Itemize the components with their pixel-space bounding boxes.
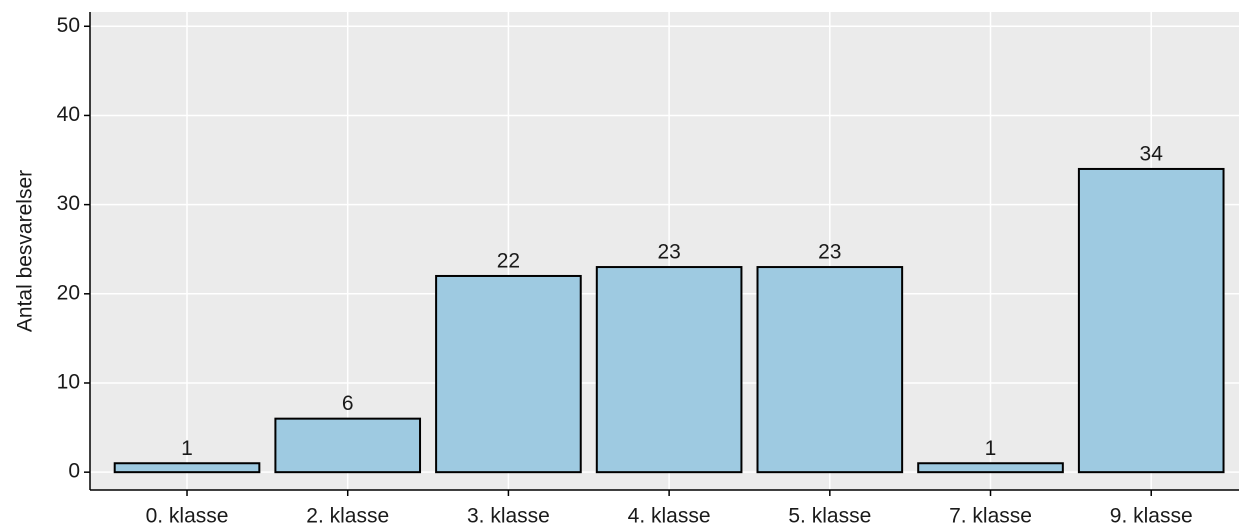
x-tick-label: 5. klasse: [788, 505, 871, 528]
x-tick-label: 3. klasse: [467, 505, 550, 528]
data-label: 34: [1140, 143, 1164, 166]
bar: [435, 274, 582, 474]
x-tick-label: 7. klasse: [949, 505, 1032, 528]
data-label: 1: [181, 437, 193, 460]
y-tick-label: 10: [57, 371, 80, 394]
bar: [756, 266, 904, 474]
data-label: 6: [342, 392, 354, 415]
bar: [274, 417, 422, 474]
bar: [113, 462, 261, 474]
y-axis-label: Antal besvarelser: [14, 170, 37, 332]
x-tick-label: 2. klasse: [306, 505, 389, 528]
data-label: 1: [985, 437, 997, 460]
y-tick-label: 0: [68, 460, 80, 483]
bar: [1077, 167, 1225, 474]
bar: [917, 462, 1064, 474]
bar: [595, 266, 743, 474]
x-tick-label: 0. klasse: [146, 505, 229, 528]
x-tick-label: 4. klasse: [628, 505, 711, 528]
data-label: 23: [818, 241, 841, 264]
data-label: 22: [497, 250, 520, 273]
y-tick-label: 40: [57, 103, 80, 126]
y-tick-label: 30: [57, 192, 80, 215]
y-tick-label: 50: [57, 14, 80, 37]
x-tick-label: 9. klasse: [1110, 505, 1193, 528]
data-label: 23: [657, 241, 680, 264]
y-tick-label: 20: [57, 281, 80, 304]
